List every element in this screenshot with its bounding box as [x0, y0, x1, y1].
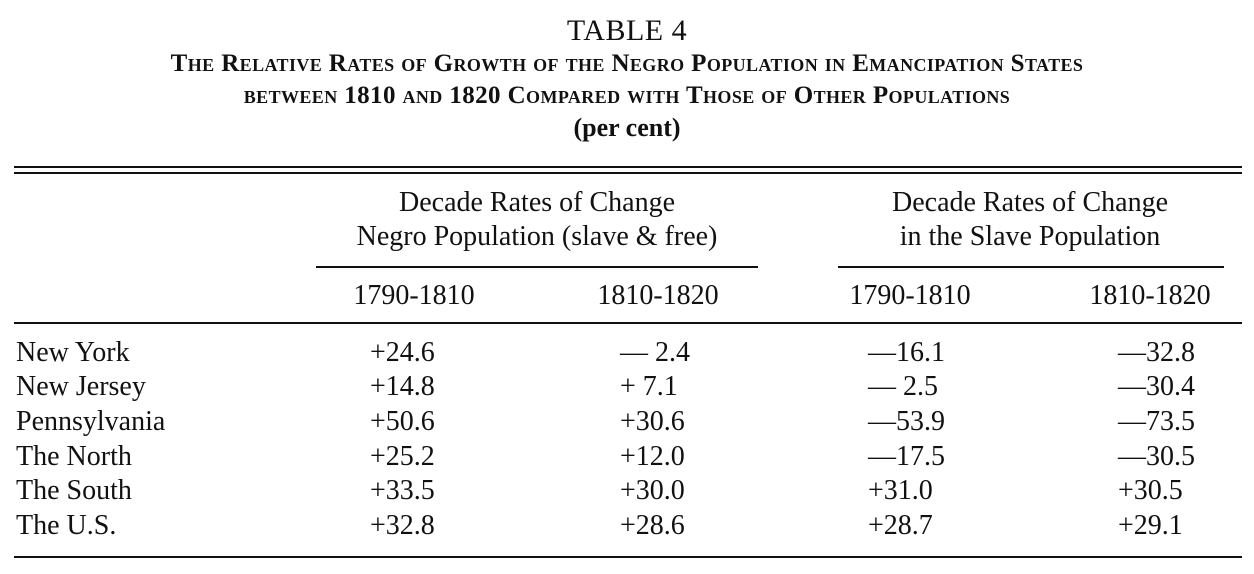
table-row: The U.S. +32.8 +28.6 +28.7 +29.1	[0, 509, 1254, 543]
period-header: 1790-1810	[849, 280, 971, 311]
group-header-line-2: in the Slave Population	[899, 221, 1161, 252]
table-row: New York +24.6 — 2.4 —16.1 —32.8	[0, 336, 1254, 370]
table-row: The South +33.5 +30.0 +31.0 +30.5	[0, 474, 1254, 508]
group-rule-slave-population	[838, 266, 1224, 268]
table-row: The North +25.2 +12.0 —17.5 —30.5	[0, 440, 1254, 474]
group-header-line-1: Decade Rates of Change	[892, 187, 1168, 218]
table-cell: +24.6	[370, 337, 435, 368]
table-cell: —30.5	[1118, 441, 1195, 472]
header-rule	[14, 322, 1242, 324]
row-label: New York	[16, 337, 130, 368]
table-cell: +50.6	[370, 406, 435, 437]
row-label: New Jersey	[16, 371, 146, 402]
table-title-line-2: between 1810 and 1820 Compared with Thos…	[243, 82, 1011, 109]
table-cell: +30.0	[620, 475, 685, 506]
table-number: TABLE 4	[566, 14, 688, 47]
table-cell: —73.5	[1118, 406, 1195, 437]
row-label: The South	[16, 475, 132, 506]
table-row: New Jersey +14.8 + 7.1 — 2.5 —30.4	[0, 370, 1254, 404]
table-cell: —32.8	[1118, 337, 1195, 368]
period-header: 1790-1810	[353, 280, 475, 311]
row-label: Pennsylvania	[16, 406, 166, 437]
table-cell: +31.0	[868, 475, 933, 506]
table-row: Pennsylvania +50.6 +30.6 —53.9 —73.5	[0, 405, 1254, 439]
table-cell: +28.7	[868, 510, 933, 541]
table-cell: +28.6	[620, 510, 685, 541]
table-cell: —53.9	[868, 406, 945, 437]
table-caption: TABLE 4 The Relative Rates of Growth of …	[0, 14, 1254, 144]
table-cell: +30.6	[620, 406, 685, 437]
table-cell: —16.1	[868, 337, 945, 368]
bottom-rule	[14, 556, 1242, 558]
period-header: 1810-1820	[597, 280, 719, 311]
table-cell: —30.4	[1118, 371, 1195, 402]
top-rule-1	[14, 166, 1242, 168]
table-cell: + 7.1	[620, 371, 678, 402]
group-header-slave-population: Decade Rates of Change in the Slave Popu…	[830, 186, 1230, 254]
row-label: The North	[16, 441, 132, 472]
table-cell: +14.8	[370, 371, 435, 402]
group-header-line-2: Negro Population (slave & free)	[356, 221, 718, 252]
table-cell: +32.8	[370, 510, 435, 541]
top-rule-2	[14, 172, 1242, 174]
table-title-line-1: The Relative Rates of Growth of the Negr…	[170, 50, 1084, 77]
table-cell: +33.5	[370, 475, 435, 506]
table-cell: —17.5	[868, 441, 945, 472]
table-cell: +29.1	[1118, 510, 1183, 541]
group-header-line-1: Decade Rates of Change	[399, 187, 675, 218]
table-unit: (per cent)	[573, 113, 681, 142]
table-cell: +30.5	[1118, 475, 1183, 506]
group-header-negro-population: Decade Rates of Change Negro Population …	[314, 186, 760, 254]
period-header: 1810-1820	[1089, 280, 1211, 311]
table-cell: — 2.4	[620, 337, 690, 368]
table-cell: — 2.5	[868, 371, 938, 402]
row-label: The U.S.	[16, 510, 117, 541]
table-cell: +12.0	[620, 441, 685, 472]
group-rule-negro-population	[316, 266, 758, 268]
table-cell: +25.2	[370, 441, 435, 472]
